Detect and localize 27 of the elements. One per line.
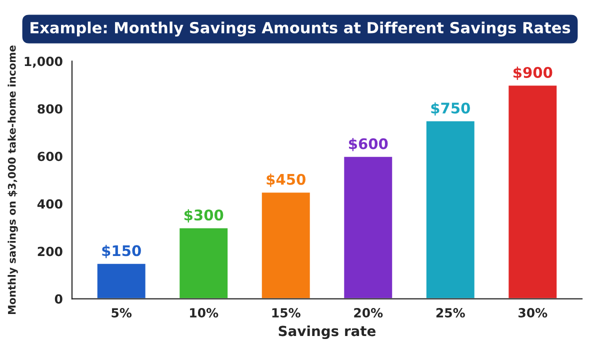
y-tick-label: 0	[54, 294, 62, 304]
y-tick-label: 400	[37, 199, 62, 209]
bar	[178, 226, 229, 299]
bar	[96, 262, 147, 299]
data-label: $600	[348, 138, 388, 152]
data-label: $750	[431, 102, 470, 116]
chart-title: Example: Monthly Savings Amounts at Different Savings Rates	[30, 22, 570, 37]
x-tick-label: 5%	[112, 308, 132, 318]
data-label: $900	[513, 66, 552, 80]
x-tick-label: 30%	[518, 308, 548, 318]
y-tick-label: 600	[38, 152, 62, 162]
x-tick-label: 20%	[354, 308, 383, 318]
y-tick-label: 200	[38, 246, 62, 256]
bar	[425, 120, 476, 299]
data-label: $150	[102, 244, 141, 258]
bar	[260, 191, 312, 299]
x-tick-label: 10%	[190, 308, 218, 318]
y-axis-title: Monthly savings on $3,000 take-home income	[8, 45, 18, 314]
data-label: $450	[266, 174, 306, 187]
x-tick-label: 15%	[272, 308, 300, 318]
bar	[342, 156, 394, 299]
y-tick-label: 800	[38, 104, 62, 114]
y-tick-label: 1,000	[24, 56, 62, 68]
x-axis-title: Savings rate	[278, 325, 376, 340]
data-label: $300	[184, 209, 224, 222]
x-tick-label: 25%	[436, 308, 465, 318]
bar	[507, 84, 558, 299]
